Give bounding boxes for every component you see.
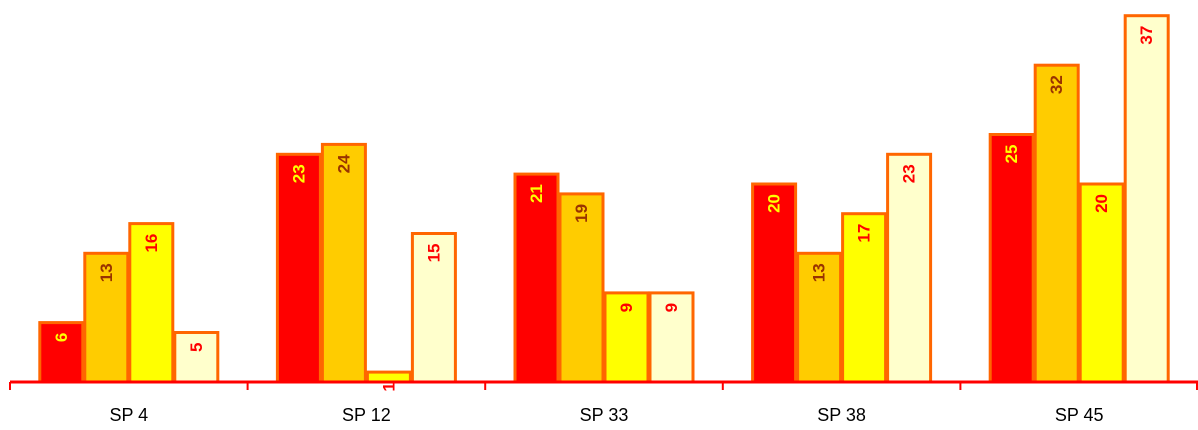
data-label: 13	[97, 263, 116, 282]
bar	[988, 133, 1035, 384]
bar	[513, 172, 560, 384]
data-label: 19	[572, 204, 591, 223]
data-label: 21	[527, 184, 546, 203]
category-label: SP 33	[580, 405, 629, 425]
data-label: 23	[289, 164, 308, 183]
data-label: 20	[1092, 194, 1111, 213]
category-label: SP 45	[1055, 405, 1104, 425]
data-label: 25	[1002, 145, 1021, 164]
bar	[886, 152, 933, 384]
bar	[558, 192, 605, 384]
data-label: 15	[424, 244, 443, 263]
data-label: 5	[187, 343, 206, 352]
bar	[410, 232, 457, 384]
bar	[275, 152, 322, 384]
data-label: 20	[765, 194, 784, 213]
data-label: 9	[662, 303, 681, 312]
bars-layer	[38, 14, 1170, 384]
data-label: 23	[900, 164, 919, 183]
bar	[38, 321, 85, 384]
data-label: 37	[1137, 26, 1156, 45]
bar	[796, 251, 843, 384]
bar	[648, 291, 695, 384]
bar	[1033, 63, 1080, 384]
data-label: 1	[379, 382, 398, 391]
category-label: SP 12	[342, 405, 391, 425]
x-axis	[9, 380, 1198, 390]
data-label: 16	[142, 234, 161, 253]
data-label: 32	[1047, 75, 1066, 94]
data-label: 6	[52, 333, 71, 342]
category-label: SP 38	[817, 405, 866, 425]
data-label: 17	[855, 224, 874, 243]
category-label: SP 4	[109, 405, 148, 425]
labels-layer: 6 13 16 5 SP 4 23 24 1 15 SP 12 21 19 9 9 SP 33 20 13 17 2…	[52, 26, 1156, 425]
bar	[320, 142, 367, 384]
bar	[1123, 14, 1170, 384]
bar	[751, 182, 798, 384]
bar	[841, 212, 888, 384]
bar	[173, 331, 220, 384]
data-label: 13	[810, 263, 829, 282]
data-label: 24	[334, 154, 353, 173]
data-label: 9	[617, 303, 636, 312]
